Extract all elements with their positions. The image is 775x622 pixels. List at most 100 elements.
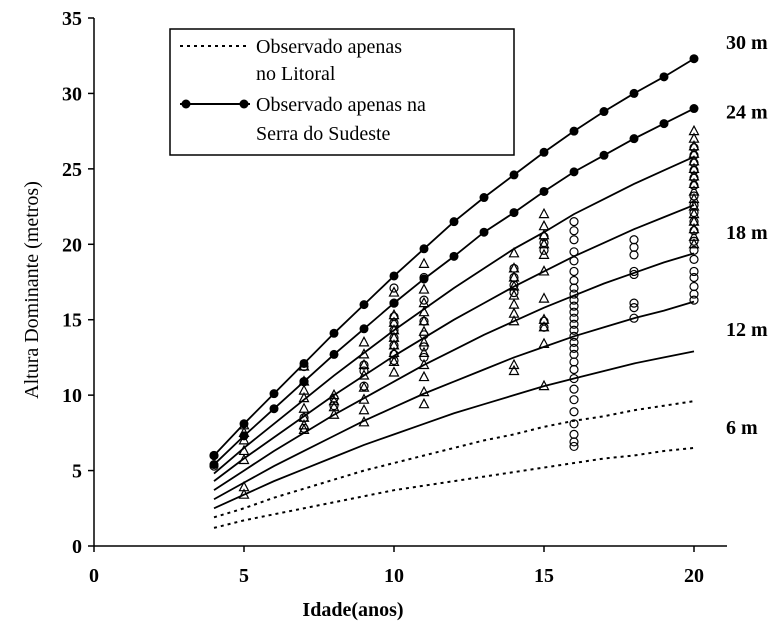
observed-circle: [569, 235, 579, 245]
curve-marker: [509, 170, 519, 180]
legend-swatch-marker-left: [181, 99, 191, 109]
curve-marker: [449, 251, 459, 261]
legend-label-litoral-line1: Observado apenas: [256, 36, 402, 58]
observed-circle: [629, 313, 639, 323]
observed-triangle: [418, 385, 430, 397]
site-curve-2: [213, 107, 695, 466]
site-index-label-2: 24 m: [726, 102, 768, 124]
observed-triangle: [418, 257, 430, 268]
observed-triangle: [298, 419, 310, 430]
y-tick-label: 20: [62, 234, 82, 256]
observed-triangle: [508, 262, 520, 273]
observed-circle: [569, 337, 579, 347]
curve-marker: [629, 134, 639, 144]
observed-triangle: [238, 488, 250, 499]
site-curve-7: [213, 350, 695, 510]
site-index-label-5: 6 m: [726, 417, 758, 439]
observed-circle: [569, 395, 579, 405]
observed-triangle: [538, 248, 550, 259]
observed-circle: [689, 245, 699, 255]
observed-triangle: [508, 271, 520, 282]
observed-circle: [569, 343, 579, 353]
curve-marker: [599, 107, 609, 117]
observed-triangle: [298, 423, 310, 434]
site-curve-9: [213, 446, 695, 529]
curve-marker: [269, 389, 279, 399]
y-tick-label: 15: [62, 310, 82, 332]
observed-circle: [209, 461, 219, 471]
curve-marker: [569, 126, 579, 136]
x-tick-label: 15: [534, 565, 554, 587]
observed-circle: [569, 307, 579, 317]
site-curve-8: [213, 400, 695, 519]
curve-marker: [359, 300, 369, 310]
observed-triangle: [358, 369, 370, 380]
curve-marker: [419, 244, 429, 254]
observed-triangle: [388, 286, 400, 297]
observed-triangle: [298, 360, 310, 371]
observed-circle: [569, 441, 579, 452]
observed-circle: [569, 437, 579, 447]
axes: 0 5 10 15 20 25 30 35 0 5 10 15 20: [62, 8, 727, 587]
observed-circle: [419, 272, 429, 283]
observed-triangle: [508, 298, 520, 309]
observed-circle: [569, 384, 579, 394]
observed-circle: [569, 319, 579, 329]
y-ticks: 0 5 10 15 20 25 30 35: [62, 8, 94, 558]
observed-triangle: [508, 247, 520, 258]
observed-triangle: [538, 219, 550, 231]
legend-box: [169, 28, 515, 156]
y-tick-label: 5: [72, 461, 82, 483]
observed-circle: [629, 298, 639, 308]
observed-circle: [389, 298, 399, 308]
site-curve-6: [213, 300, 695, 501]
observed-circle: [689, 254, 699, 264]
observed-triangle: [508, 358, 520, 370]
plot-area: [209, 54, 700, 529]
observed-circle: [689, 289, 699, 299]
observed-triangle: [298, 391, 310, 403]
observed-triangle: [508, 364, 520, 376]
observed-circle: [389, 283, 399, 293]
x-tick-label: 20: [684, 565, 704, 587]
curve-marker: [209, 450, 219, 460]
curve-marker: [659, 72, 669, 82]
observed-triangle: [328, 394, 340, 406]
observed-triangle: [358, 348, 370, 359]
observed-triangle: [358, 381, 370, 392]
observed-circle: [569, 247, 579, 257]
observed-circle: [689, 281, 699, 292]
curve-marker: [329, 328, 339, 338]
legend-label-serra-line1: Observado apenas na: [256, 94, 426, 116]
observed-points: [209, 124, 700, 499]
legend: Observado apenas no Litoral Observado ap…: [169, 28, 515, 156]
x-tick-label: 5: [239, 565, 249, 587]
y-tick-label: 30: [62, 83, 82, 105]
observed-circle: [569, 289, 579, 299]
observed-triangle: [538, 320, 550, 332]
observed-triangle: [418, 397, 430, 409]
observed-circle: [569, 349, 579, 360]
curve-marker: [689, 54, 699, 64]
y-tick-label: 0: [72, 536, 82, 558]
legend-label-litoral-line2: no Litoral: [256, 63, 336, 85]
observed-circle: [359, 366, 369, 376]
observed-triangle: [238, 453, 250, 465]
observed-circle: [569, 357, 579, 367]
legend-swatch-marker-right: [239, 99, 249, 109]
observed-triangle: [328, 388, 340, 400]
observed-triangle: [358, 358, 370, 370]
curve-marker: [539, 186, 549, 196]
observed-triangle: [358, 336, 370, 347]
observed-circle: [569, 256, 579, 266]
y-axis-title: Altura Dominante (metros): [21, 181, 43, 399]
observed-circle: [569, 295, 579, 305]
observed-circle: [629, 303, 639, 313]
observed-circle: [689, 236, 699, 246]
observed-circle: [419, 295, 429, 305]
observed-triangle: [538, 238, 550, 249]
curve-marker: [689, 104, 699, 114]
curve-marker: [539, 147, 549, 157]
observed-circle: [689, 266, 699, 277]
site-index-label-1: 30 m: [726, 32, 768, 54]
